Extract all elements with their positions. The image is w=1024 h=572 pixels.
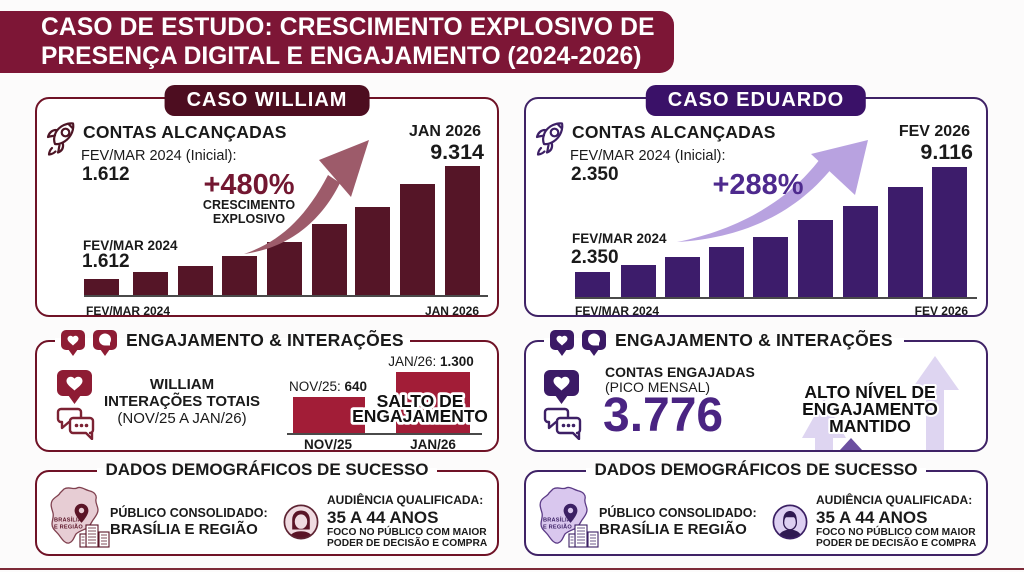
svg-text:ALTO NÍVEL DE: ALTO NÍVEL DE [804,381,935,402]
svg-text:BRASÍLIA: BRASÍLIA [54,516,82,524]
svg-text:ENGAJAMENTO: ENGAJAMENTO [802,399,938,419]
svg-text:BRASÍLIA: BRASÍLIA [543,516,571,524]
svg-text:E REGIÃO: E REGIÃO [54,524,83,531]
svg-text:MANTIDO: MANTIDO [829,416,911,436]
svg-text:SALTO DE: SALTO DE [377,391,464,411]
svg-text:E REGIÃO: E REGIÃO [543,524,572,531]
svg-text:ENGAJAMENTO: ENGAJAMENTO [352,406,488,426]
